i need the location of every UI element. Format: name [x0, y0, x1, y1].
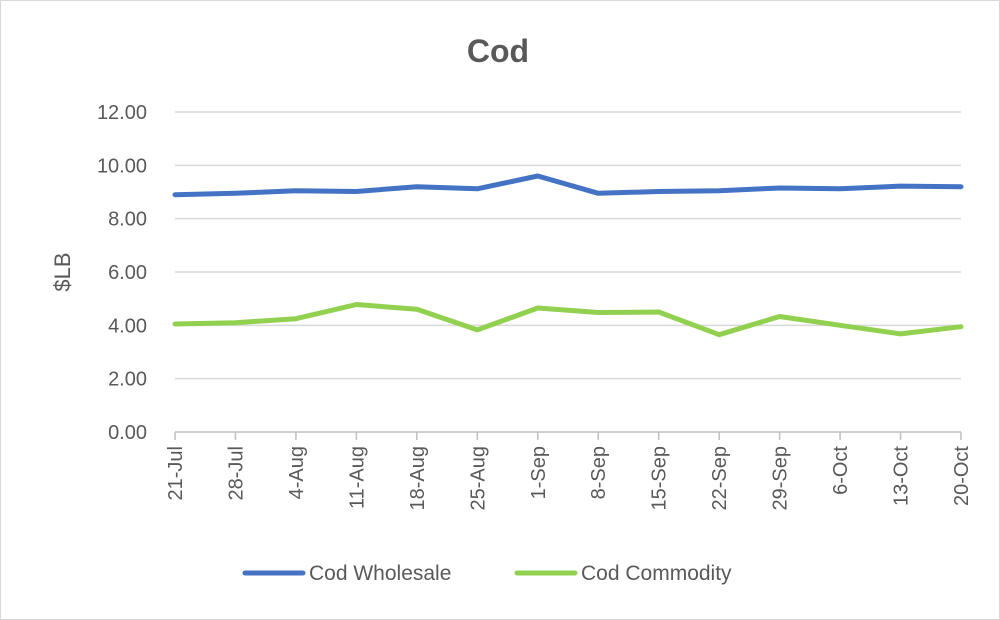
legend: Cod Wholesale Cod Commodity	[242, 562, 732, 585]
y-tick-label: 2.00	[108, 369, 147, 391]
x-tick-label: 11-Aug	[346, 446, 368, 509]
legend-label: Cod Wholesale	[309, 562, 451, 585]
x-tick-label: 22-Sep	[709, 446, 731, 511]
series-lines	[172, 173, 964, 338]
series-line-cod-wholesale	[172, 173, 964, 198]
y-axis-ticks: 0.00 2.00 4.00 6.00 8.00 10.00 12.00	[97, 102, 147, 444]
y-tick-label: 6.00	[108, 262, 147, 284]
x-tick-label: 25-Aug	[467, 446, 489, 511]
y-tick-label: 0.00	[108, 422, 147, 444]
x-tick-label: 20-Oct	[951, 446, 973, 506]
y-tick-label: 12.00	[97, 102, 147, 124]
gridlines	[175, 111, 961, 433]
chart-title: Cod	[467, 33, 529, 69]
x-tick-label: 21-Jul	[165, 446, 187, 500]
x-tick-label: 8-Sep	[588, 446, 610, 499]
x-tick-label: 1-Sep	[528, 446, 550, 499]
x-tick-label: 6-Oct	[830, 446, 852, 495]
y-tick-label: 8.00	[108, 209, 147, 231]
y-axis-label: $LB	[50, 252, 75, 291]
x-axis-ticks: 21-Jul 28-Jul 4-Aug 11-Aug 18-Aug 25-Aug 1-Sep…	[165, 432, 973, 511]
x-tick-label: 4-Aug	[286, 446, 308, 499]
x-tick-label: 28-Jul	[225, 446, 247, 500]
x-tick-label: 15-Sep	[649, 446, 671, 511]
y-tick-label: 4.00	[108, 315, 147, 337]
x-tick-label: 29-Sep	[770, 446, 792, 511]
legend-label: Cod Commodity	[581, 562, 732, 585]
x-tick-label: 18-Aug	[407, 446, 429, 511]
x-tick-label: 13-Oct	[891, 446, 913, 506]
y-tick-label: 10.00	[97, 155, 147, 177]
series-line-cod-commodity	[172, 302, 964, 338]
